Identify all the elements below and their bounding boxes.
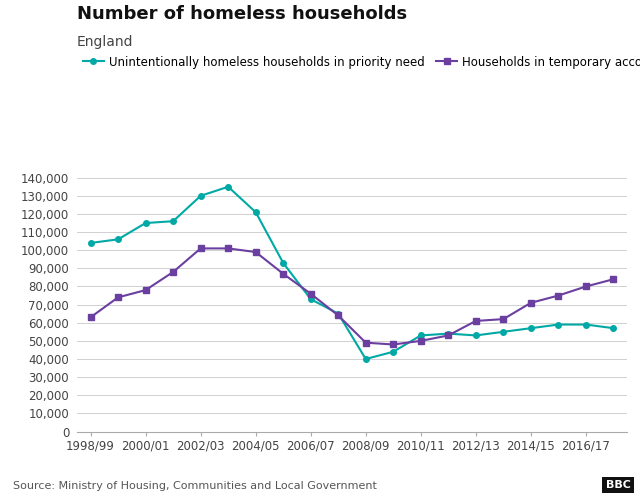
Unintentionally homeless households in priority need: [445, 331, 452, 337]
Households in temporary accommodation: [555, 293, 563, 299]
Households in temporary accommodation: [500, 316, 508, 322]
Households in temporary accommodation: [582, 284, 590, 290]
Households in temporary accommodation: [362, 340, 370, 346]
Unintentionally homeless households in priority need: [142, 220, 150, 226]
Line: Unintentionally homeless households in priority need: Unintentionally homeless households in p…: [88, 184, 616, 362]
Households in temporary accommodation: [445, 332, 452, 338]
Households in temporary accommodation: [197, 246, 205, 251]
Households in temporary accommodation: [610, 276, 618, 282]
Unintentionally homeless households in priority need: [417, 332, 425, 338]
Text: Number of homeless households: Number of homeless households: [77, 5, 407, 23]
Households in temporary accommodation: [115, 295, 122, 301]
Unintentionally homeless households in priority need: [390, 349, 397, 355]
Households in temporary accommodation: [225, 246, 232, 251]
Unintentionally homeless households in priority need: [335, 310, 342, 316]
Unintentionally homeless households in priority need: [362, 356, 370, 362]
Text: Source: Ministry of Housing, Communities and Local Government: Source: Ministry of Housing, Communities…: [13, 481, 377, 491]
Text: England: England: [77, 35, 133, 49]
Households in temporary accommodation: [390, 342, 397, 348]
Unintentionally homeless households in priority need: [500, 329, 508, 335]
Line: Households in temporary accommodation: Households in temporary accommodation: [88, 246, 616, 347]
Unintentionally homeless households in priority need: [280, 260, 287, 266]
Households in temporary accommodation: [252, 249, 260, 255]
Unintentionally homeless households in priority need: [582, 321, 590, 327]
Unintentionally homeless households in priority need: [87, 240, 95, 246]
Households in temporary accommodation: [307, 291, 315, 297]
Unintentionally homeless households in priority need: [197, 193, 205, 199]
Unintentionally homeless households in priority need: [252, 209, 260, 215]
Unintentionally homeless households in priority need: [527, 325, 535, 331]
Households in temporary accommodation: [472, 318, 480, 324]
Unintentionally homeless households in priority need: [307, 296, 315, 302]
Legend: Unintentionally homeless households in priority need, Households in temporary ac: Unintentionally homeless households in p…: [83, 56, 640, 68]
Unintentionally homeless households in priority need: [225, 184, 232, 190]
Households in temporary accommodation: [87, 314, 95, 320]
Households in temporary accommodation: [169, 269, 177, 275]
Unintentionally homeless households in priority need: [169, 218, 177, 224]
Households in temporary accommodation: [280, 271, 287, 277]
Unintentionally homeless households in priority need: [115, 237, 122, 243]
Households in temporary accommodation: [142, 287, 150, 293]
Unintentionally homeless households in priority need: [472, 332, 480, 338]
Text: BBC: BBC: [605, 480, 630, 490]
Unintentionally homeless households in priority need: [610, 325, 618, 331]
Households in temporary accommodation: [417, 338, 425, 344]
Households in temporary accommodation: [527, 300, 535, 306]
Households in temporary accommodation: [335, 312, 342, 318]
Unintentionally homeless households in priority need: [555, 321, 563, 327]
